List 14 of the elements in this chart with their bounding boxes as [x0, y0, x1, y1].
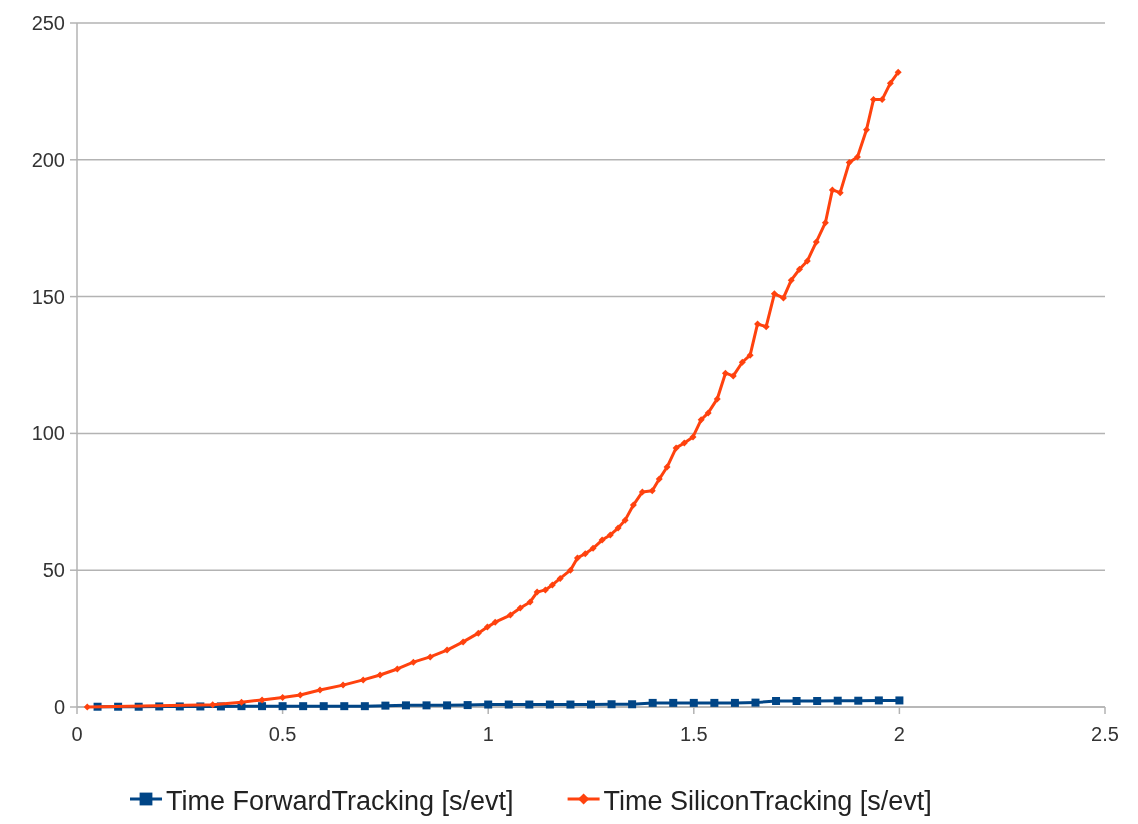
x-tick-label: 2 — [893, 723, 905, 745]
x-tick-label: 1 — [482, 723, 494, 745]
y-tick-label: 150 — [31, 285, 65, 308]
legend-label: Time ForwardTracking [s/evt] — [166, 786, 514, 816]
x-tick-label: 1.5 — [679, 723, 708, 745]
x-tick-label: 0.5 — [268, 723, 297, 745]
legend-label: Time SiliconTracking [s/evt] — [603, 786, 932, 816]
x-tick-label: 0 — [71, 723, 83, 745]
y-tick-label: 200 — [31, 148, 65, 171]
x-tick-label: 2.5 — [1091, 723, 1119, 745]
y-tick-label: 50 — [42, 559, 65, 582]
y-tick-label: 0 — [53, 696, 65, 718]
y-tick-label: 250 — [31, 12, 65, 34]
y-tick-label: 100 — [31, 422, 65, 445]
